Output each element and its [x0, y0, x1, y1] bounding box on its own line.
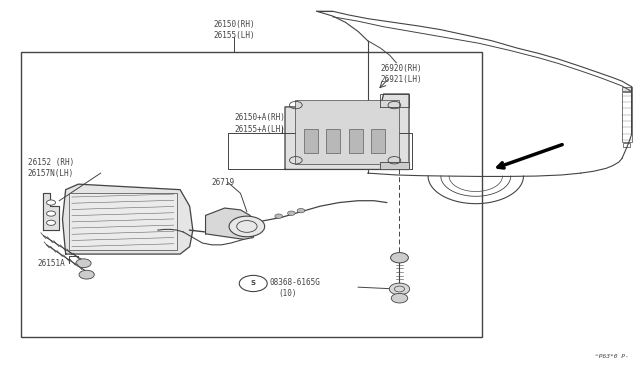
Circle shape	[47, 200, 56, 205]
Circle shape	[287, 211, 295, 215]
Bar	[304, 129, 318, 153]
Circle shape	[47, 211, 56, 216]
Text: 26151A: 26151A	[37, 259, 65, 268]
Polygon shape	[205, 208, 257, 239]
Bar	[623, 142, 630, 147]
Text: 26920(RH)
26921(LH): 26920(RH) 26921(LH)	[380, 64, 422, 84]
Polygon shape	[285, 94, 409, 170]
Polygon shape	[44, 193, 60, 230]
Bar	[349, 129, 363, 153]
Text: 26152 (RH)
26157N(LH): 26152 (RH) 26157N(LH)	[28, 158, 74, 178]
Circle shape	[76, 259, 91, 268]
Circle shape	[79, 270, 94, 279]
Polygon shape	[380, 162, 409, 170]
Circle shape	[297, 208, 305, 213]
Circle shape	[389, 283, 410, 295]
Bar	[371, 129, 385, 153]
Bar	[69, 193, 177, 250]
Text: ^P63*0 P-: ^P63*0 P-	[595, 354, 628, 359]
Bar	[622, 87, 632, 92]
Circle shape	[47, 220, 56, 225]
Text: 26719: 26719	[212, 178, 235, 187]
Bar	[622, 92, 632, 142]
Text: 26150+A(RH)
26155+A(LH): 26150+A(RH) 26155+A(LH)	[234, 113, 285, 134]
Text: S: S	[251, 280, 256, 286]
Bar	[294, 100, 399, 164]
Circle shape	[390, 253, 408, 263]
Circle shape	[275, 214, 282, 218]
Text: (10): (10)	[278, 289, 297, 298]
Text: 08368-6165G: 08368-6165G	[269, 278, 320, 287]
Circle shape	[391, 294, 408, 303]
Bar	[21, 52, 482, 337]
Bar	[326, 129, 340, 153]
Text: 26150(RH)
26155(LH): 26150(RH) 26155(LH)	[213, 20, 255, 40]
Polygon shape	[63, 184, 193, 254]
Circle shape	[229, 216, 265, 237]
